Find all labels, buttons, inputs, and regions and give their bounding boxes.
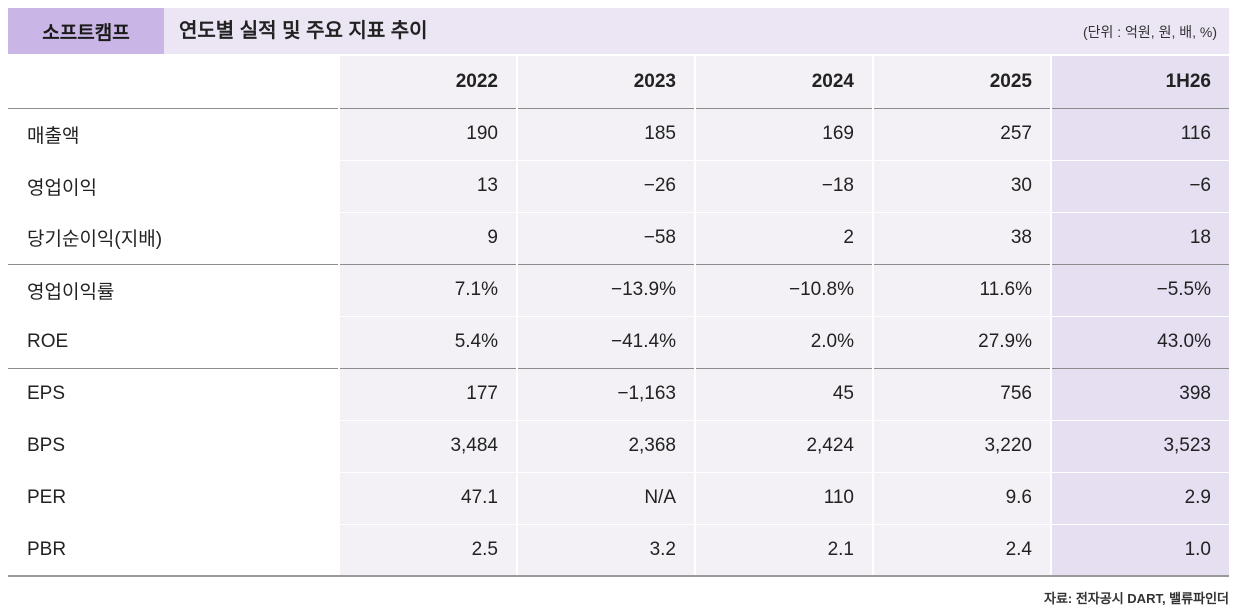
- table-row: PBR 2.5 3.2 2.1 2.4 1.0: [8, 523, 1229, 577]
- table-cell: 2.1: [694, 523, 873, 577]
- header-row: 2022 2023 2024 2025 1H26: [8, 56, 1229, 109]
- financial-table: 2022 2023 2024 2025 1H26 매출액 190 185 169…: [8, 56, 1229, 577]
- table-cell: 2.4: [872, 523, 1051, 577]
- table-cell: −10.8%: [694, 263, 873, 316]
- table-cell: −1,163: [516, 367, 695, 420]
- table-row: ROE 5.4% −41.4% 2.0% 27.9% 43.0%: [8, 315, 1229, 368]
- table-cell: 2.5: [338, 523, 517, 577]
- row-label: ROE: [8, 316, 339, 368]
- table-row: PER 47.1 N/A 110 9.6 2.9: [8, 471, 1229, 524]
- table-cell: −26: [516, 159, 695, 212]
- table-cell: 398: [1050, 367, 1229, 420]
- table-row: 매출액 190 185 169 257 116: [8, 107, 1229, 160]
- table-cell: 47.1: [338, 471, 517, 524]
- table-cell: 30: [872, 159, 1051, 212]
- column-header-highlight: 1H26: [1050, 56, 1229, 109]
- table-cell: 5.4%: [338, 315, 517, 368]
- header-label-cell: [8, 56, 339, 109]
- title-bar: 소프트캠프 연도별 실적 및 주요 지표 추이 (단위 : 억원, 원, 배, …: [8, 8, 1229, 54]
- table-row: BPS 3,484 2,368 2,424 3,220 3,523: [8, 419, 1229, 472]
- table-cell: N/A: [516, 471, 695, 524]
- table-cell: −18: [694, 159, 873, 212]
- report-title: 연도별 실적 및 주요 지표 추이: [179, 20, 428, 42]
- table-cell: −13.9%: [516, 263, 695, 316]
- row-label: PER: [8, 472, 339, 524]
- table-cell: 7.1%: [338, 263, 517, 316]
- table-cell: 2.9: [1050, 471, 1229, 524]
- column-header: 2023: [516, 56, 695, 109]
- table-cell: 2.0%: [694, 315, 873, 368]
- table-cell: 9.6: [872, 471, 1051, 524]
- table-cell: 177: [338, 367, 517, 420]
- table-cell: 116: [1050, 107, 1229, 160]
- unit-note: (단위 : 억원, 원, 배, %): [1082, 24, 1217, 40]
- table-cell: 3.2: [516, 523, 695, 577]
- row-label: PBR: [8, 524, 339, 577]
- table-cell: 2,424: [694, 419, 873, 472]
- table-cell: 43.0%: [1050, 315, 1229, 368]
- table-cell: 27.9%: [872, 315, 1051, 368]
- company-name: 소프트캠프: [8, 8, 164, 54]
- table-cell: 3,484: [338, 419, 517, 472]
- row-label: 영업이익률: [8, 263, 339, 316]
- column-header: 2025: [872, 56, 1051, 109]
- table-cell: 9: [338, 211, 517, 264]
- column-header: 2024: [694, 56, 873, 109]
- table-cell: 18: [1050, 211, 1229, 264]
- table-row: 영업이익 13 −26 −18 30 −6: [8, 159, 1229, 212]
- table-cell: −58: [516, 211, 695, 264]
- table-cell: 3,220: [872, 419, 1051, 472]
- row-label: 매출액: [8, 108, 339, 160]
- row-label: 당기순이익(지배): [8, 212, 339, 264]
- table-cell: 38: [872, 211, 1051, 264]
- table-cell: −41.4%: [516, 315, 695, 368]
- table-cell: 45: [694, 367, 873, 420]
- table-cell: 11.6%: [872, 263, 1051, 316]
- table-cell: 169: [694, 107, 873, 160]
- table-cell: 13: [338, 159, 517, 212]
- table-cell: 2,368: [516, 419, 695, 472]
- table-cell: −6: [1050, 159, 1229, 212]
- row-label: BPS: [8, 420, 339, 472]
- column-header: 2022: [338, 56, 517, 109]
- table-cell: 756: [872, 367, 1051, 420]
- table-cell: 2: [694, 211, 873, 264]
- row-label: EPS: [8, 367, 339, 420]
- table-row: 당기순이익(지배) 9 −58 2 38 18: [8, 211, 1229, 264]
- table-cell: 3,523: [1050, 419, 1229, 472]
- table-row: EPS 177 −1,163 45 756 398: [8, 367, 1229, 420]
- row-label: 영업이익: [8, 160, 339, 212]
- source-note: 자료: 전자공시 DART, 밸류파인더: [1043, 591, 1229, 606]
- table-row: 영업이익률 7.1% −13.9% −10.8% 11.6% −5.5%: [8, 263, 1229, 316]
- table-cell: −5.5%: [1050, 263, 1229, 316]
- table-cell: 185: [516, 107, 695, 160]
- table-cell: 190: [338, 107, 517, 160]
- table-cell: 110: [694, 471, 873, 524]
- table-cell: 257: [872, 107, 1051, 160]
- table-cell: 1.0: [1050, 523, 1229, 577]
